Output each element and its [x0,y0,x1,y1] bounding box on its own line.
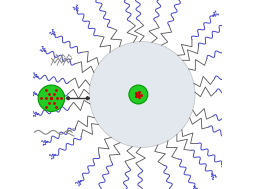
FancyArrow shape [66,97,69,100]
Circle shape [89,42,195,147]
Circle shape [129,85,148,104]
FancyArrow shape [86,97,90,100]
Circle shape [38,85,65,112]
